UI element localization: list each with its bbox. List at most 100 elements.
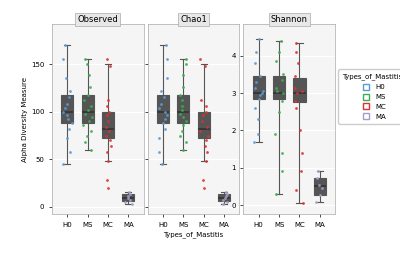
Point: [163, 43, 169, 47]
Point: [204, 150, 210, 154]
Point: [278, 169, 285, 174]
Point: [84, 134, 90, 139]
Point: [122, 200, 129, 204]
Point: [66, 127, 72, 131]
Point: [255, 117, 262, 121]
Legend: H0, MS, MC, MA: H0, MS, MC, MA: [338, 69, 400, 124]
Point: [106, 129, 112, 133]
Point: [64, 102, 70, 106]
Point: [223, 194, 229, 199]
Point: [107, 138, 114, 142]
Point: [156, 106, 162, 110]
Point: [124, 196, 131, 200]
PathPatch shape: [293, 78, 306, 102]
Point: [293, 41, 300, 45]
Point: [104, 150, 110, 154]
Point: [86, 73, 92, 78]
Point: [164, 57, 170, 61]
Point: [253, 50, 260, 54]
Point: [224, 192, 230, 196]
PathPatch shape: [122, 194, 134, 201]
Point: [317, 192, 323, 197]
Point: [62, 106, 68, 110]
Point: [64, 113, 70, 118]
Point: [260, 89, 266, 94]
Point: [203, 159, 210, 163]
Point: [299, 89, 306, 94]
Title: Chao1: Chao1: [180, 15, 207, 24]
Point: [258, 91, 265, 95]
Point: [177, 92, 184, 97]
Point: [105, 186, 111, 190]
Point: [124, 194, 131, 199]
Point: [280, 91, 286, 95]
Point: [82, 57, 88, 61]
Point: [202, 64, 208, 68]
Point: [129, 202, 135, 206]
Point: [252, 106, 258, 110]
Point: [158, 88, 164, 93]
Point: [313, 176, 320, 180]
Point: [164, 113, 170, 118]
Point: [252, 61, 259, 65]
Point: [164, 76, 170, 80]
Point: [252, 85, 259, 90]
Point: [200, 113, 207, 118]
Point: [220, 198, 227, 202]
Point: [316, 183, 322, 187]
Point: [178, 98, 185, 102]
Point: [299, 201, 306, 205]
Point: [158, 102, 164, 106]
Point: [293, 106, 300, 110]
Point: [180, 73, 186, 78]
Point: [224, 200, 230, 204]
Point: [204, 125, 210, 129]
Title: Observed: Observed: [78, 15, 118, 24]
Point: [85, 119, 92, 123]
Point: [203, 138, 210, 142]
Point: [160, 121, 166, 125]
Point: [292, 50, 299, 54]
Point: [103, 134, 110, 139]
Point: [201, 186, 207, 190]
Point: [85, 92, 91, 97]
Point: [274, 89, 280, 94]
Point: [182, 119, 189, 123]
Point: [67, 88, 73, 93]
Point: [253, 80, 260, 84]
Point: [60, 110, 67, 114]
Point: [198, 119, 205, 123]
Point: [294, 91, 301, 95]
Point: [197, 98, 204, 102]
Point: [298, 169, 304, 174]
Point: [203, 110, 210, 114]
Point: [255, 132, 261, 136]
Point: [87, 85, 93, 89]
Point: [179, 108, 185, 112]
Point: [104, 57, 110, 61]
PathPatch shape: [253, 76, 265, 99]
Point: [81, 98, 88, 102]
Point: [106, 110, 112, 114]
Point: [222, 196, 228, 200]
Point: [88, 104, 94, 108]
PathPatch shape: [198, 112, 210, 138]
Point: [62, 43, 68, 47]
Point: [273, 192, 279, 196]
Point: [156, 136, 162, 140]
PathPatch shape: [177, 95, 190, 123]
Point: [276, 110, 282, 114]
Point: [196, 129, 203, 133]
Point: [88, 129, 95, 133]
Point: [60, 57, 66, 61]
Point: [315, 169, 322, 173]
Point: [273, 85, 279, 90]
Point: [64, 136, 70, 140]
Point: [256, 93, 263, 97]
Point: [104, 98, 111, 102]
Point: [251, 140, 258, 144]
Point: [257, 74, 263, 79]
Point: [66, 150, 73, 154]
Point: [178, 129, 185, 133]
Point: [275, 50, 282, 54]
